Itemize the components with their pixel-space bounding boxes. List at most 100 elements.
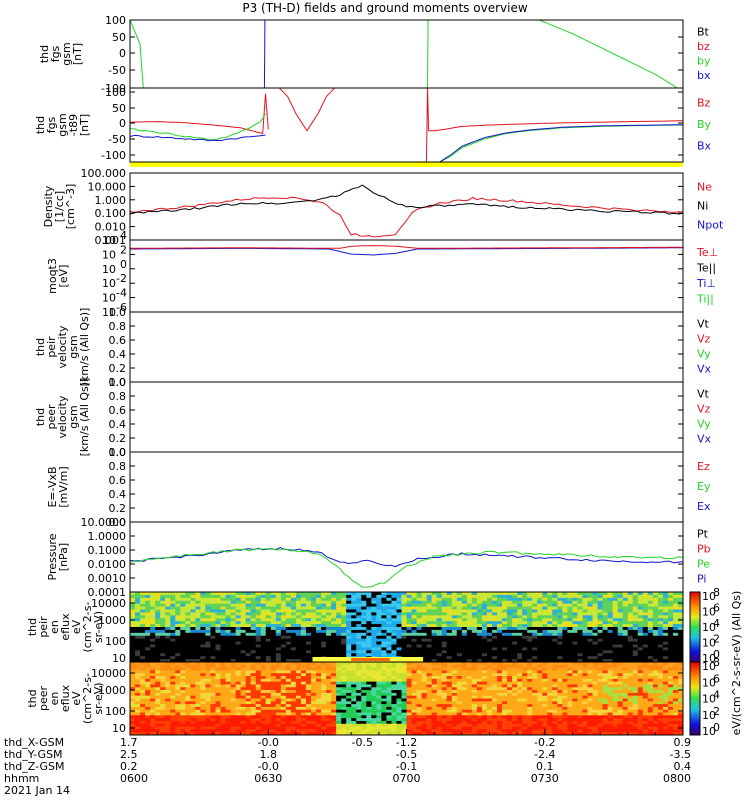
y-tick-label: 0.2 [109, 502, 127, 515]
y-tick-label: 0.1000 [88, 544, 127, 557]
series-by-line [427, 20, 429, 88]
x-tick-value: -0.0 [258, 760, 279, 773]
series-Ti-line [130, 247, 683, 256]
series-Bx-line [130, 134, 266, 142]
colorbar-tick-exponent: 0 [713, 721, 720, 734]
y-tick-label: 1.0 [109, 376, 127, 389]
legend-entry-Npot: Npot [697, 219, 724, 232]
y-tick-label: -50 [108, 133, 126, 146]
series-Pi-line [130, 546, 683, 568]
colorbar [689, 661, 701, 736]
y-tick-label: 50 [112, 102, 126, 115]
colorbar-tick-exponent: 2 [713, 705, 720, 718]
y-axis-label: velocity [56, 325, 69, 368]
y-axis-label: thd [34, 338, 47, 356]
y-tick-label: 0.0 [109, 516, 127, 529]
y-tick-label: 0.8 [109, 390, 127, 403]
colorbar-tick: 10 [702, 725, 716, 738]
y-tick-label: 10 [102, 277, 116, 290]
legend-entry-Pt: Pt [697, 528, 709, 541]
date-label: 2021 Jan 14 [4, 784, 70, 797]
y-tick-label: 10 [102, 248, 116, 261]
y-axis-label: Pressure [46, 533, 59, 580]
x-tick-value: -0.5 [396, 748, 417, 761]
y-axis-label: gsm [67, 405, 80, 428]
x-tick-value: 1.8 [260, 748, 278, 761]
y-tick-label: 1.0000 [88, 530, 127, 543]
colorbar [689, 591, 701, 663]
y-tick-label: 0.010 [95, 221, 127, 234]
y-tick-label: 0.4 [109, 488, 127, 501]
chart-title: P3 (TH-D) fields and ground moments over… [242, 1, 527, 15]
y-axis-label: (cm^2-s- [81, 673, 94, 724]
legend-entry-Vz: Vz [697, 333, 711, 346]
legend-entry-Vt: Vt [697, 388, 710, 401]
y-tick-label: 10.000 [88, 180, 127, 193]
y-axis-label: [mV/m] [57, 466, 70, 507]
y-tick-exponent: -4 [116, 287, 127, 300]
y-axis-label: thd [26, 689, 39, 707]
y-tick-exponent: -6 [116, 301, 127, 314]
y-tick-label: -50 [108, 64, 126, 77]
y-axis-label: [1/cc] [53, 191, 66, 222]
y-tick-label: 10000 [91, 667, 126, 680]
x-tick-value: 0600 [120, 772, 148, 785]
y-axis-label: -t89 [67, 114, 80, 136]
y-tick-label: 0.6 [109, 334, 127, 347]
series-by-line [539, 20, 678, 88]
y-axis-label: gsm [56, 113, 69, 136]
legend-entry-Vt: Vt [697, 318, 710, 331]
colorbar-tick-exponent: 8 [713, 656, 720, 669]
y-tick-label: 10 [102, 292, 116, 305]
legend-entry-Te: Te⊥ [696, 246, 718, 259]
y-axis-label: moqt3 [46, 258, 59, 294]
x-axis-row-label: hhmm [4, 772, 39, 785]
x-tick-value: -0.0 [258, 736, 279, 749]
y-tick-label: 10000 [91, 597, 126, 610]
y-axis-label: [nT] [78, 114, 91, 136]
y-axis-label: peer [37, 686, 50, 712]
y-axis-label: [km/s (All Qs)] [78, 308, 91, 387]
colorbar-tick-exponent: 2 [713, 633, 720, 646]
y-tick-label: 10 [112, 652, 126, 665]
y-axis-label: gsm [60, 42, 73, 65]
y-tick-label: 0.8 [109, 460, 127, 473]
x-axis-row-label: thd_Z-GSM [4, 760, 64, 773]
y-tick-label: 0.0100 [88, 558, 127, 571]
series-By-line [439, 124, 683, 162]
legend-entry-Pi: Pi [697, 573, 706, 586]
legend-entry-Ti: Ti⊥ [696, 277, 716, 290]
y-tick-exponent: 0 [120, 258, 127, 271]
y-tick-label: 0.6 [109, 404, 127, 417]
y-axis-label: Density [42, 185, 55, 227]
y-tick-label: 10 [112, 722, 126, 735]
legend-entry-Te: Te|| [696, 261, 716, 274]
y-tick-label: 10.0000 [81, 516, 127, 529]
y-tick-label: 1.0 [109, 446, 127, 459]
y-axis-label: sr-eV) [92, 682, 105, 714]
series-bx-line [263, 20, 266, 88]
x-tick-value: -2.4 [534, 748, 555, 761]
y-tick-label: 100 [105, 635, 126, 648]
y-tick-label: 0.0 [109, 446, 127, 459]
y-axis-label: E=-VxB [46, 466, 59, 507]
y-axis-label: eV [70, 691, 83, 706]
panel-frame [129, 451, 684, 523]
series-Bz-line [278, 88, 335, 132]
panel-frame [129, 381, 684, 453]
y-axis-label: sr-eV) [92, 611, 105, 643]
y-tick-exponent: -2 [116, 272, 127, 285]
y-tick-label: 100 [105, 705, 126, 718]
legend-entry-Pe: Pe [697, 558, 710, 571]
legend-entry-Bz: Bz [697, 97, 711, 110]
y-axis-label: fgs [49, 45, 62, 62]
y-tick-label: 0.0 [109, 376, 127, 389]
x-tick-value: 0730 [531, 772, 559, 785]
y-axis-label: en [48, 692, 61, 706]
y-axis-label: thd [26, 618, 39, 636]
colorbar-tick-exponent: 0 [713, 648, 720, 661]
y-axis-label: eflux [59, 684, 72, 712]
x-tick-value: 0.2 [120, 760, 138, 773]
